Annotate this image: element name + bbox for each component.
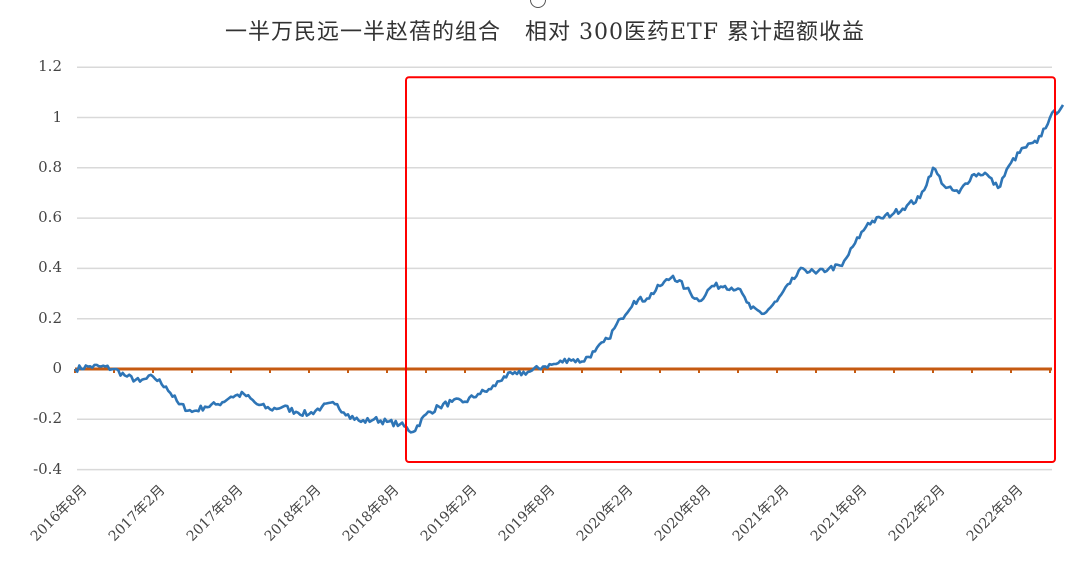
y-tick-label: 0.6 — [38, 208, 62, 227]
y-tick-label: 1 — [52, 107, 62, 126]
y-tick-label: 0 — [52, 359, 62, 377]
y-tick-label: 0.8 — [38, 157, 62, 176]
highlight-rectangle — [405, 76, 1056, 464]
y-tick-label: 0.4 — [38, 258, 62, 277]
y-tick-label: -0.4 — [33, 459, 62, 478]
excess-return-line — [73, 104, 1065, 434]
y-tick-label: 1.2 — [38, 57, 62, 76]
chart-title: 一半万民远一半赵蓓的组合 相对 300医药ETF 累计超额收益 — [225, 20, 865, 45]
y-tick-label: 0.2 — [38, 308, 62, 327]
y-tick-label: -0.2 — [33, 409, 62, 428]
